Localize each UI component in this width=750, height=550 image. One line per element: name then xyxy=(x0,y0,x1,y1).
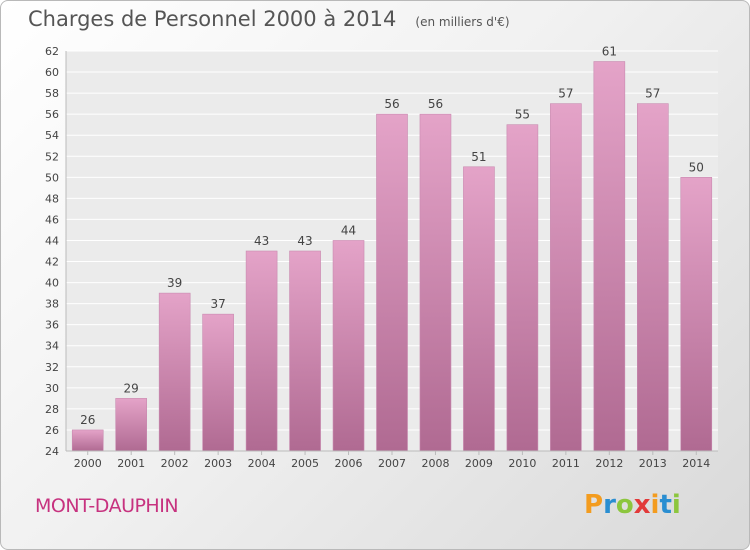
x-tick-label: 2007 xyxy=(378,457,406,470)
bar-2002 xyxy=(158,292,191,452)
y-tick-label: 26 xyxy=(45,424,59,437)
x-tick-label: 2009 xyxy=(465,457,493,470)
logo-letter: o xyxy=(615,490,634,520)
x-tick-label: 2013 xyxy=(639,457,667,470)
y-tick-label: 32 xyxy=(45,361,59,374)
x-tick-label: 2002 xyxy=(161,457,189,470)
y-tick-label: 50 xyxy=(45,171,59,184)
data-label-2013: 57 xyxy=(645,87,660,101)
y-tick-label: 60 xyxy=(45,66,59,79)
x-tick-label: 2004 xyxy=(248,457,276,470)
y-tick-label: 40 xyxy=(45,277,59,290)
data-label-2009: 51 xyxy=(471,150,486,164)
label-layer: 26 29 39 37 43 43 44 56 56 51 55 57 61 57 50 xyxy=(80,45,704,427)
y-tick-label: 62 xyxy=(45,45,59,58)
title-row: Charges de Personnel 2000 à 2014 (en mil… xyxy=(28,7,510,31)
x-tick-label: 2001 xyxy=(117,457,145,470)
y-tick-label: 52 xyxy=(45,150,59,163)
x-tick-label: 2000 xyxy=(74,457,102,470)
town-name: MONT-DAUPHIN xyxy=(35,495,179,517)
logo-letter: i xyxy=(650,490,660,520)
data-label-2012: 61 xyxy=(602,45,617,59)
x-tick-label: 2006 xyxy=(335,457,363,470)
bar-2003 xyxy=(202,313,234,452)
bar-2013 xyxy=(636,103,669,452)
y-tick-label: 56 xyxy=(45,108,59,121)
data-label-2008: 56 xyxy=(428,97,443,111)
bar-2009 xyxy=(463,166,495,452)
y-tick-label: 42 xyxy=(45,256,59,269)
data-label-2006: 44 xyxy=(341,223,356,237)
bar-2007 xyxy=(376,113,408,452)
data-label-2011: 57 xyxy=(558,87,573,101)
axis-layer: 24 26 28 30 32 34 36 38 40 42 44 46 48 50 52 54 56 58 60 62… xyxy=(45,45,718,470)
y-tick-label: 44 xyxy=(45,234,59,247)
y-tick-label: 38 xyxy=(45,298,59,311)
proxiti-logo: Proxiti xyxy=(584,490,681,520)
y-tick-label: 36 xyxy=(45,319,59,332)
logo-letter: r xyxy=(603,490,616,520)
y-tick-label: 58 xyxy=(45,87,59,100)
y-tick-label: 46 xyxy=(45,213,59,226)
data-label-2004: 43 xyxy=(254,234,269,248)
bar-2011 xyxy=(550,103,582,452)
bar-2012 xyxy=(593,61,626,452)
y-tick-label: 24 xyxy=(45,445,59,458)
chart-title: Charges de Personnel 2000 à 2014 xyxy=(28,7,397,31)
data-label-2014: 50 xyxy=(689,160,704,174)
data-label-2001: 29 xyxy=(124,381,139,395)
logo-letter: x xyxy=(633,490,651,520)
bar-2004 xyxy=(245,250,278,452)
data-label-2003: 37 xyxy=(210,297,225,311)
x-tick-label: 2008 xyxy=(421,457,449,470)
x-tick-label: 2014 xyxy=(682,457,710,470)
data-label-2010: 55 xyxy=(515,108,530,122)
data-label-2007: 56 xyxy=(384,97,399,111)
x-tick-label: 2005 xyxy=(291,457,319,470)
bar-2000 xyxy=(71,429,104,452)
data-label-2005: 43 xyxy=(297,234,312,248)
y-tick-label: 48 xyxy=(45,192,59,205)
logo-letter: P xyxy=(584,490,604,520)
bar-2005 xyxy=(289,250,321,452)
x-tick-label: 2010 xyxy=(508,457,536,470)
y-tick-label: 30 xyxy=(45,382,59,395)
x-tick-label: 2012 xyxy=(595,457,623,470)
bar-2008 xyxy=(419,113,452,452)
bar-2001 xyxy=(115,398,147,452)
bar-2006 xyxy=(332,240,365,452)
bar-2010 xyxy=(506,124,539,452)
logo-letter: i xyxy=(671,490,681,520)
bar-2014 xyxy=(680,177,713,452)
bar-layer xyxy=(71,61,713,452)
y-tick-label: 28 xyxy=(45,403,59,416)
data-label-2002: 39 xyxy=(167,276,182,290)
data-label-2000: 26 xyxy=(80,413,95,427)
x-tick-label: 2011 xyxy=(552,457,580,470)
logo-letter: t xyxy=(659,490,672,520)
chart-subtitle: (en milliers d'€) xyxy=(415,15,510,29)
x-tick-label: 2003 xyxy=(204,457,232,470)
y-tick-label: 34 xyxy=(45,340,59,353)
y-tick-label: 54 xyxy=(45,129,59,142)
